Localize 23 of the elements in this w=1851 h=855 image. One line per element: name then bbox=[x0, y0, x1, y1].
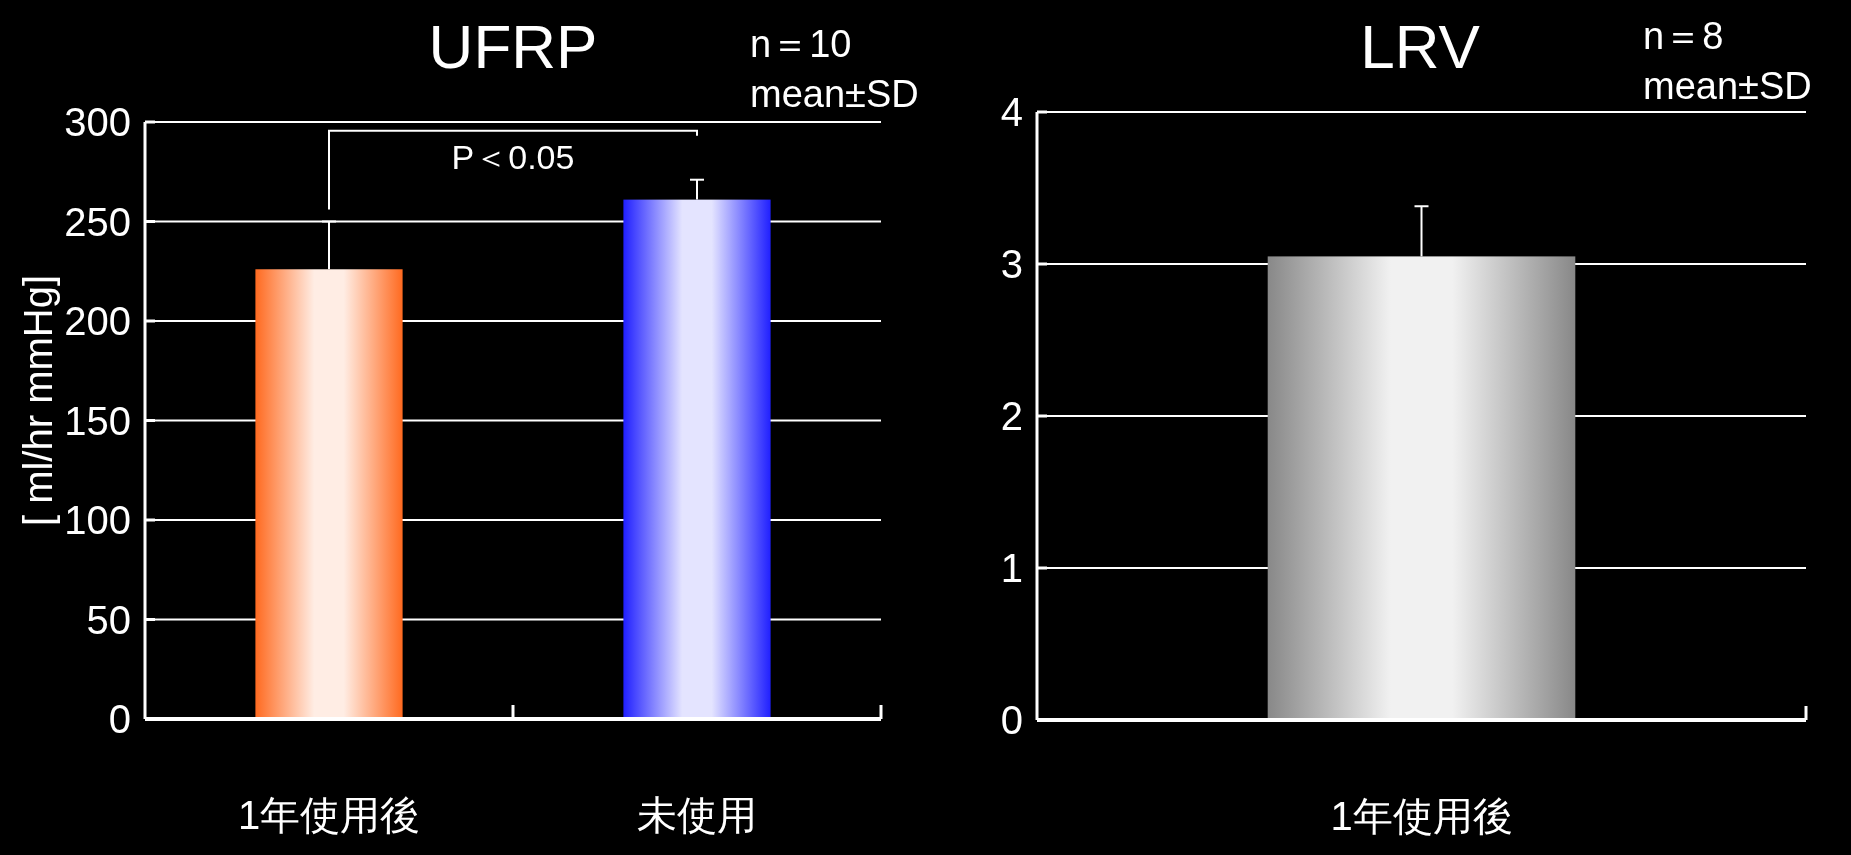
y-tick-label: 300 bbox=[64, 100, 131, 144]
annotation: P＜0.05 bbox=[451, 138, 575, 177]
y-tick-label: 50 bbox=[86, 597, 131, 642]
text: n＝8 bbox=[1643, 15, 1724, 58]
text: mean±SD bbox=[1643, 65, 1812, 108]
text: mean±SD bbox=[750, 73, 919, 116]
y-tick-label: 2 bbox=[1000, 394, 1023, 438]
y-tick-label: 100 bbox=[64, 498, 131, 542]
y-tick-label: 150 bbox=[64, 398, 131, 443]
y-tick-label: 200 bbox=[64, 299, 131, 343]
y-tick-label: 250 bbox=[64, 199, 131, 244]
x-tick-label: 1年使用後 bbox=[1330, 794, 1513, 838]
y-tick-label: 0 bbox=[1000, 698, 1023, 742]
text: n＝10 bbox=[750, 23, 852, 66]
x-tick-label: 未使用 bbox=[637, 793, 757, 837]
x-tick-label: 1年使用後 bbox=[237, 793, 421, 837]
chart-title: LRV bbox=[1360, 12, 1481, 81]
y-tick-label: 3 bbox=[1000, 242, 1023, 286]
y-tick-label: 0 bbox=[108, 697, 131, 741]
y-tick-label: 4 bbox=[1000, 90, 1023, 134]
y-axis-title: [ ml/hr mmHg] bbox=[16, 274, 60, 527]
y-tick-label: 1 bbox=[1000, 546, 1023, 590]
chart-title: UFRP bbox=[428, 12, 598, 81]
